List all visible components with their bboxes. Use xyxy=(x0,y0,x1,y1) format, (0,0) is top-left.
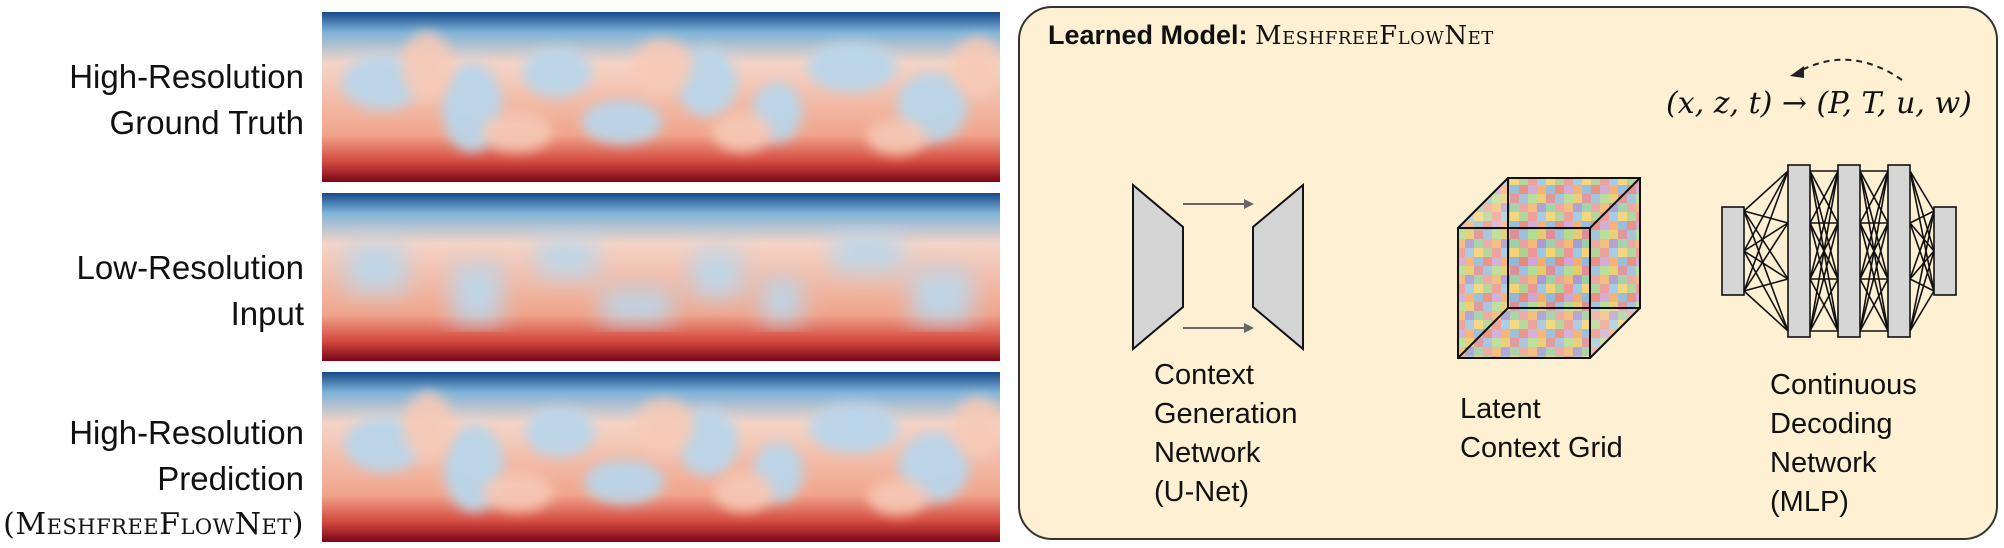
feedback-arrow-icon xyxy=(1790,58,1903,81)
label-low-res-input: Low-Resolution Input xyxy=(77,245,304,337)
caption-line: (U-Net) xyxy=(1154,476,1250,508)
caption-line: Context Grid xyxy=(1460,432,1623,464)
model-title: Learned Model: MeshfreeFlowNet xyxy=(1048,20,1494,51)
label-line: Ground Truth xyxy=(109,104,304,141)
label-prediction: High-Resolution Prediction (MeshfreeFlow… xyxy=(3,410,304,548)
caption-line: Network xyxy=(1770,447,1877,479)
label-line: (MeshfreeFlowNet) xyxy=(3,507,304,542)
low-res-input-field xyxy=(322,193,1000,361)
latent-grid-caption: Latent Context Grid xyxy=(1460,390,1623,468)
caption-line: Context xyxy=(1154,359,1254,391)
label-line: Input xyxy=(230,295,304,332)
model-title-name: MeshfreeFlowNet xyxy=(1255,21,1494,51)
latent-grid-cube-icon xyxy=(1457,177,1641,359)
caption-line: Decoding xyxy=(1770,408,1893,440)
model-title-prefix: Learned Model: xyxy=(1048,20,1248,50)
mlp-network-icon xyxy=(1721,164,1957,338)
label-line: Low-Resolution xyxy=(76,249,304,286)
label-ground-truth: High-Resolution Ground Truth xyxy=(69,54,304,146)
unet-caption: Context Generation Network (U-Net) xyxy=(1154,356,1298,512)
unet-icon xyxy=(1132,182,1304,352)
caption-line: (MLP) xyxy=(1770,486,1849,518)
label-line: Prediction xyxy=(157,460,304,497)
mlp-caption: Continuous Decoding Network (MLP) xyxy=(1770,366,1917,522)
mapping-equation: (x, z, t) → (P, T, u, w) xyxy=(1666,86,1972,121)
label-line: High-Resolution xyxy=(69,414,304,451)
caption-line: Continuous xyxy=(1770,369,1917,401)
caption-line: Generation xyxy=(1154,398,1298,430)
caption-line: Latent xyxy=(1460,393,1541,425)
label-line: High-Resolution xyxy=(69,58,304,95)
caption-line: Network xyxy=(1154,437,1261,469)
prediction-field xyxy=(322,372,1000,542)
ground-truth-field xyxy=(322,12,1000,182)
